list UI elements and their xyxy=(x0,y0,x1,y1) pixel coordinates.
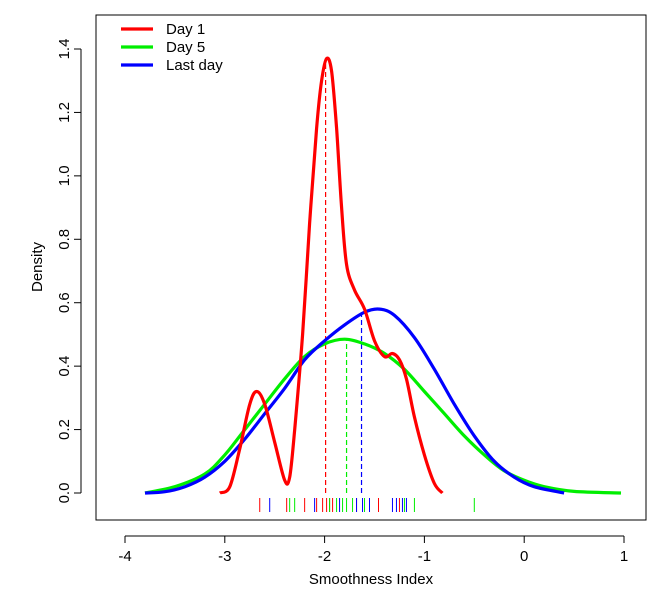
y-axis-title: Density xyxy=(29,241,46,292)
x-tick-label: -2 xyxy=(318,548,331,565)
x-tick-label: -3 xyxy=(218,548,231,565)
legend-label-day-5: Day 5 xyxy=(166,39,205,56)
mean-lines xyxy=(324,58,363,493)
density-curves xyxy=(144,56,622,495)
y-tick-label: 0.2 xyxy=(56,419,73,440)
y-tick-label: 0.4 xyxy=(56,356,73,377)
legend-label-last-day: Last day xyxy=(166,57,223,74)
x-tick-label: -4 xyxy=(118,548,131,565)
curve-day-1 xyxy=(218,56,444,495)
curve-last-day xyxy=(144,307,565,495)
y-tick-label: 0.0 xyxy=(56,483,73,504)
y-tick-label: 1.4 xyxy=(56,39,73,60)
y-tick-label: 1.0 xyxy=(56,165,73,186)
y-axis: 0.0 0.2 0.4 0.6 0.8 1.0 1.2 1.4 xyxy=(56,39,82,504)
x-axis-title: Smoothness Index xyxy=(309,571,434,588)
x-axis: -4 -3 -2 -1 0 1 xyxy=(118,535,628,565)
y-tick-label: 1.2 xyxy=(56,102,73,123)
y-tick-label: 0.6 xyxy=(56,292,73,313)
y-tick-label: 0.8 xyxy=(56,229,73,250)
x-tick-label: 0 xyxy=(520,548,528,565)
x-tick-label: 1 xyxy=(620,548,628,565)
rug-marks xyxy=(259,498,475,512)
plot-frame xyxy=(95,14,647,521)
x-tick-label: -1 xyxy=(418,548,431,565)
legend-label-day-1: Day 1 xyxy=(166,21,205,38)
